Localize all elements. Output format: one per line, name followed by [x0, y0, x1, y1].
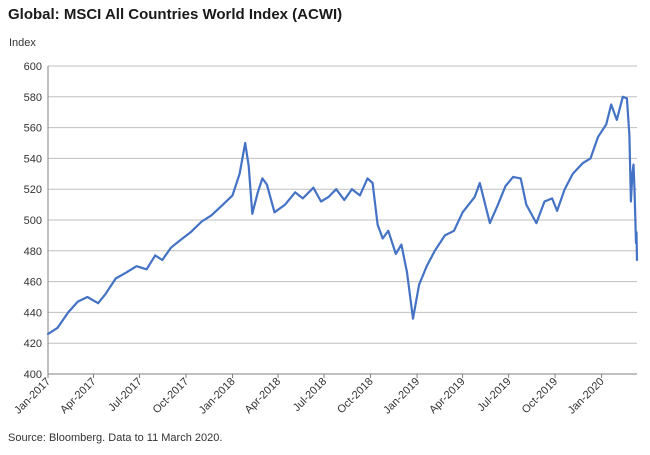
y-tick-label: 500: [24, 215, 42, 227]
x-tick-label: Jul-2017: [106, 376, 144, 414]
x-tick-label: Apr-2019: [427, 376, 467, 416]
x-tick-label: Oct-2019: [520, 376, 560, 416]
x-axis: Jan-2017 Apr-2017 Jul-2017 Oct-2017 Jan-2018…: [12, 373, 637, 417]
y-axis: 400 420 440 460 480 500 520 540 560 580 600: [24, 61, 49, 381]
x-tick-label: Jan-2018: [197, 376, 238, 417]
y-tick-label: 400: [24, 369, 42, 381]
y-tick-label: 440: [24, 307, 42, 319]
x-tick-label: Apr-2018: [243, 376, 283, 416]
x-tick-label: Jan-2017: [12, 376, 53, 417]
x-tick-label: Jul-2018: [291, 376, 329, 414]
y-axis-label: Index: [9, 37, 36, 49]
x-tick-label: Apr-2017: [58, 376, 98, 416]
y-tick-label: 480: [24, 246, 42, 258]
x-tick-label: Jan-2019: [381, 376, 422, 417]
x-tick-label: Oct-2017: [151, 376, 191, 416]
y-tick-label: 580: [24, 92, 42, 104]
y-tick-label: 520: [24, 184, 42, 196]
y-tick-label: 600: [24, 61, 42, 73]
series-layer: [46, 95, 639, 336]
y-tick-label: 560: [24, 123, 42, 135]
series-line: [46, 95, 639, 336]
y-tick-label: 540: [24, 153, 42, 165]
source-note: Source: Bloomberg. Data to 11 March 2020…: [8, 432, 223, 444]
gridlines: [48, 65, 637, 375]
x-tick-label: Jul-2019: [475, 376, 513, 414]
y-tick-label: 460: [24, 277, 42, 289]
y-tick-label: 420: [24, 338, 42, 350]
x-tick-label: Oct-2018: [335, 376, 375, 416]
x-tick-label: Jan-2020: [566, 376, 607, 417]
chart-title: Global: MSCI All Countries World Index (…: [8, 6, 343, 23]
